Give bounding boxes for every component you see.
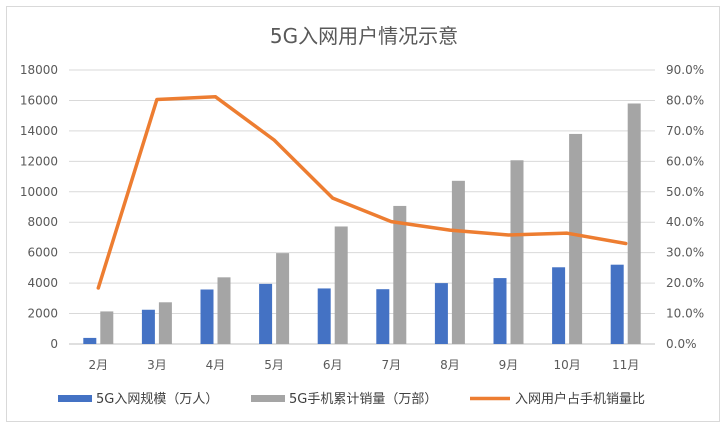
x-tick-label: 5月: [264, 358, 284, 372]
x-tick-label: 10月: [553, 358, 580, 372]
left-axis-ticks: 0 2000 4000 6000 8000 10000 12000 14000 16000 180…: [20, 63, 58, 351]
right-tick-label: 0.0%: [666, 337, 697, 351]
legend-label: 5G手机累计销量（万部）: [289, 392, 437, 407]
bar-5g-users: [259, 283, 273, 344]
left-tick-label: 14000: [20, 124, 58, 138]
left-tick-label: 16000: [20, 93, 58, 107]
right-tick-label: 90.0%: [666, 63, 704, 77]
chart-title: 5G入网用户情况示意: [270, 24, 458, 48]
ratio-point: [331, 196, 335, 200]
left-tick-label: 2000: [27, 307, 58, 321]
right-tick-label: 60.0%: [666, 154, 704, 168]
x-axis-ticks: 2月 3月 4月 5月 6月 7月 8月 9月 10月 11月: [88, 358, 639, 372]
legend-swatch: [58, 395, 92, 402]
legend: 5G入网规模（万人） 5G手机累计销量（万部） 入网用户占手机销量比: [58, 391, 645, 407]
ratio-line: [96, 95, 628, 290]
legend-item-5g-phone-sales: 5G手机累计销量（万部）: [251, 392, 437, 407]
right-axis-ticks: 0.0% 10.0% 20.0% 30.0% 40.0% 50.0% 60.0% 70.0% 8…: [666, 63, 704, 351]
legend-item-ratio: 入网用户占手机销量比: [470, 391, 645, 407]
right-tick-label: 10.0%: [666, 307, 704, 321]
left-tick-label: 10000: [20, 185, 58, 199]
x-tick-label: 8月: [440, 358, 460, 372]
x-tick-label: 6月: [323, 358, 343, 372]
ratio-point: [96, 286, 100, 290]
left-tick-label: 8000: [27, 215, 58, 229]
x-tick-label: 11月: [612, 358, 639, 372]
bar-5g-users: [200, 289, 214, 344]
bar-5g-users: [493, 278, 507, 344]
ratio-point: [272, 138, 276, 142]
x-tick-label: 9月: [499, 358, 519, 372]
bar-5g-phone-sales: [451, 180, 465, 344]
x-tick-label: 4月: [206, 358, 226, 372]
chart-frame: [6, 6, 720, 422]
right-tick-label: 40.0%: [666, 215, 704, 229]
bar-5g-users: [376, 289, 390, 344]
legend-label: 5G入网规模（万人）: [96, 392, 218, 407]
left-tick-label: 4000: [27, 276, 58, 290]
bar-5g-phone-sales: [393, 205, 407, 344]
right-tick-label: 20.0%: [666, 276, 704, 290]
ratio-point: [214, 95, 217, 99]
bar-5g-users: [83, 337, 97, 344]
bar-5g-phone-sales: [510, 160, 524, 344]
bar-5g-users: [552, 267, 566, 344]
legend-swatch: [251, 395, 285, 402]
right-tick-label: 70.0%: [666, 124, 704, 138]
bar-series: [83, 103, 641, 344]
bar-5g-phone-sales: [334, 226, 348, 344]
line-series: [96, 95, 628, 290]
bar-5g-phone-sales: [158, 302, 172, 344]
bar-5g-phone-sales: [276, 253, 290, 344]
gridlines: [69, 69, 655, 345]
bar-5g-users: [434, 283, 448, 344]
bar-5g-users: [141, 309, 155, 344]
ratio-point: [448, 228, 452, 232]
right-tick-label: 50.0%: [666, 185, 704, 199]
right-tick-label: 80.0%: [666, 93, 704, 107]
x-tick-label: 3月: [147, 358, 167, 372]
left-tick-label: 18000: [20, 63, 58, 77]
bar-5g-users: [610, 264, 624, 344]
left-tick-label: 6000: [27, 246, 58, 260]
left-tick-label: 12000: [20, 154, 58, 168]
bar-5g-phone-sales: [627, 103, 641, 344]
ratio-point: [389, 220, 393, 224]
right-tick-label: 30.0%: [666, 246, 704, 260]
ratio-point: [155, 98, 159, 102]
x-tick-label: 2月: [88, 358, 108, 372]
bar-5g-phone-sales: [569, 133, 583, 344]
ratio-point: [507, 233, 510, 237]
bar-5g-users: [317, 288, 331, 344]
legend-item-5g-users: 5G入网规模（万人）: [58, 392, 218, 407]
legend-label: 入网用户占手机销量比: [515, 391, 645, 407]
bar-5g-phone-sales: [217, 277, 231, 344]
x-tick-label: 7月: [381, 358, 401, 372]
ratio-point: [624, 242, 628, 246]
bar-5g-phone-sales: [100, 311, 114, 344]
left-tick-label: 0: [50, 337, 58, 351]
ratio-point: [565, 231, 569, 235]
